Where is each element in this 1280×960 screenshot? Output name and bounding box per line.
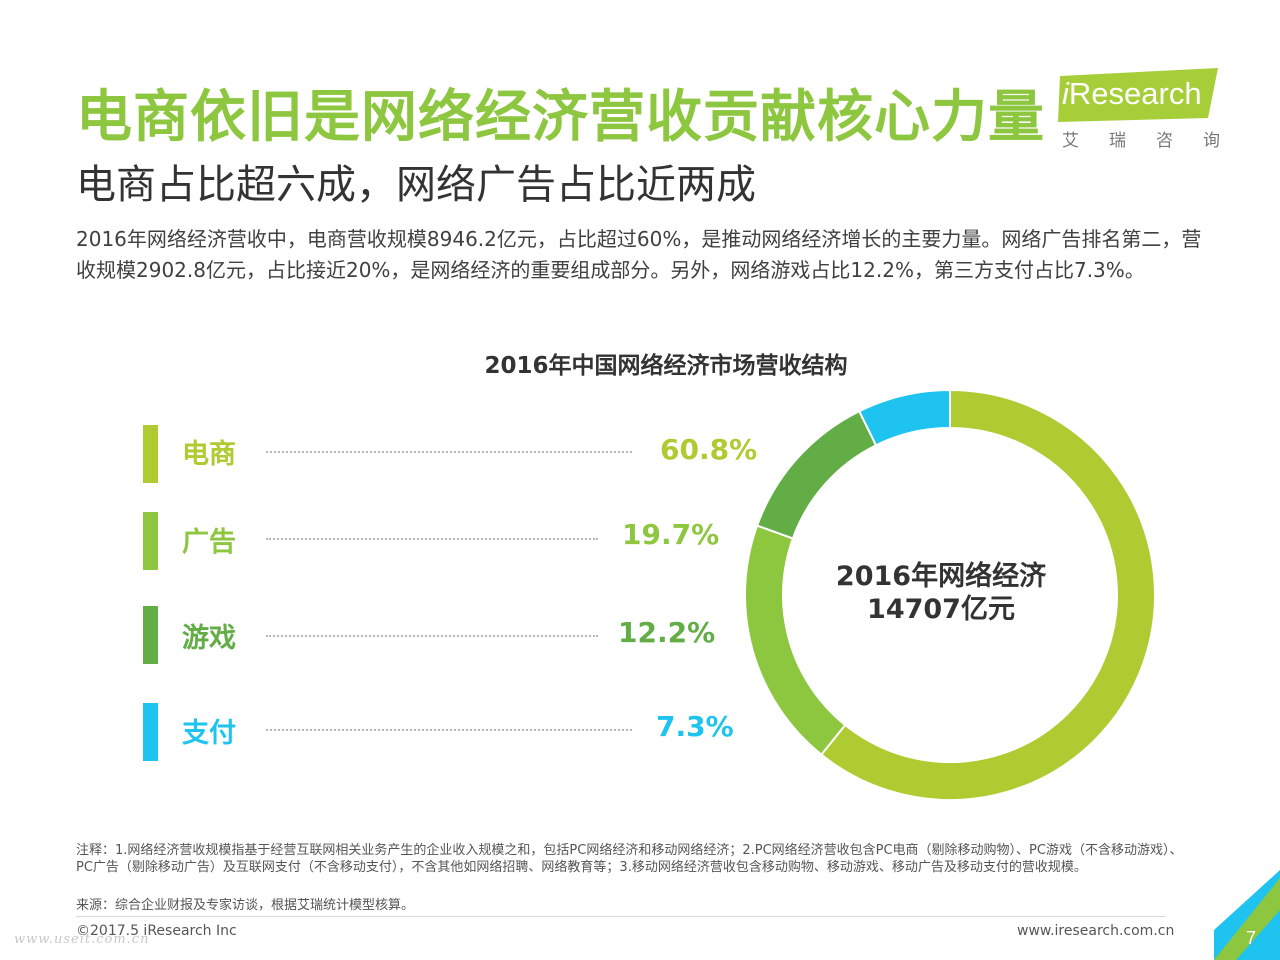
page-title: 电商依旧是网络经济营收贡献核心力量 (76, 85, 1045, 150)
logo-brand-text: iResearch (1062, 76, 1202, 112)
logo-brand-rest: Research (1068, 76, 1202, 111)
donut-chart (744, 388, 1156, 801)
legend-bar-ads (143, 512, 158, 570)
donut-center-line2: 14707亿元 (867, 594, 1015, 625)
footnote: 注释：1.网络经济营收规模指基于经营互联网相关业务产生的企业收入规模之和，包括P… (76, 843, 1183, 875)
data-label-games: 12.2% (618, 616, 716, 649)
data-label-ecommerce: 60.8% (660, 433, 758, 466)
legend-bar-ecommerce (143, 425, 158, 483)
logo-sub-char: 瑞 (1109, 131, 1126, 151)
logo-subtitle: 艾 瑞 咨 询 (1062, 126, 1220, 151)
donut-center-line1: 2016年网络经济 (835, 561, 1047, 592)
donut-slice-payment (857, 388, 951, 447)
legend-leader-ecommerce (266, 451, 632, 453)
chart-title: 2016年中国网络经济市场营收结构 (484, 353, 848, 379)
iresearch-logo: iResearch 艾 瑞 咨 询 (1058, 66, 1220, 151)
donut-center-label: 2016年网络经济 14707亿元 (800, 560, 1082, 626)
description-paragraph: 2016年网络经济营收中，电商营收规模8946.2亿元，占比超过60%，是推动网… (76, 227, 1202, 282)
data-label-ads: 19.7% (622, 518, 720, 551)
legend-bar-games (143, 606, 158, 664)
legend-bar-payment (143, 703, 158, 761)
legend-label-games: 游戏 (182, 623, 236, 654)
source-note: 来源：综合企业财报及专家访谈，根据艾瑞统计模型核算。 (76, 898, 415, 913)
data-label-payment: 7.3% (656, 710, 734, 743)
legend-label-ads: 广告 (182, 527, 236, 558)
page-subtitle: 电商占比超六成，网络广告占比近两成 (76, 162, 756, 208)
logo-sub-char: 艾 (1062, 131, 1079, 151)
footer-divider (76, 916, 1166, 917)
legend-leader-ads (266, 538, 598, 540)
page-number: 7 (1246, 928, 1257, 948)
watermark: www.useit.com.cn (14, 932, 150, 947)
logo-banner-shape (1058, 68, 1218, 122)
donut-slice-ecommerce (819, 388, 1156, 801)
website-link[interactable]: www.iresearch.com.cn (1017, 923, 1175, 939)
legend-leader-payment (266, 729, 632, 731)
logo-sub-char: 询 (1203, 131, 1220, 151)
logo-brand-i: i (1062, 76, 1069, 111)
legend-leader-games (266, 635, 598, 637)
copyright-text: ©2017.5 iResearch Inc (76, 923, 237, 939)
legend-label-ecommerce: 电商 (182, 439, 236, 470)
logo-sub-char: 咨 (1156, 131, 1173, 151)
corner-decoration (1214, 870, 1280, 960)
donut-slice-games (755, 409, 878, 540)
legend-label-payment: 支付 (182, 718, 236, 749)
